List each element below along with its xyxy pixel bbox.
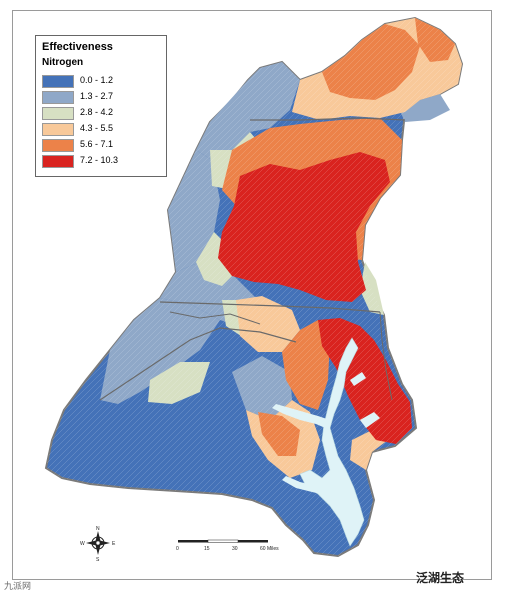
- scale-tick-0: 0: [176, 546, 179, 552]
- potomac-river: [272, 404, 330, 430]
- legend-swatch: [42, 139, 74, 152]
- legend-label: 0.0 - 1.2: [80, 75, 114, 85]
- james-river: [282, 476, 346, 500]
- state-boundary-wv-va: [99, 327, 297, 401]
- compass-e: E: [112, 541, 116, 547]
- legend-swatch: [42, 91, 74, 104]
- legend-swatch: [42, 75, 74, 88]
- state-boundary-wv-md: [169, 311, 261, 325]
- legend-swatch: [42, 107, 74, 120]
- legend-label: 4.3 - 5.5: [80, 123, 114, 133]
- scale-tick-15: 15: [204, 546, 210, 552]
- legend-title: Effectiveness: [42, 41, 113, 53]
- bay-inlets: [350, 372, 380, 428]
- compass-w: W: [80, 541, 85, 547]
- watermark-left: 九派网: [4, 581, 32, 591]
- state-boundary-pa-md: [159, 301, 381, 313]
- watermark-right: 泛湖生态: [416, 571, 465, 585]
- scale-tick-60: 60 Miles: [260, 546, 279, 552]
- legend-label: 2.8 - 4.2: [80, 107, 114, 117]
- scale-tick-30: 30: [232, 546, 238, 552]
- map-legend: Effectiveness Nitrogen 0.0 - 1.2 1.3 - 2…: [35, 35, 167, 177]
- legend-label: 1.3 - 2.7: [80, 91, 114, 101]
- state-boundary-delmarva: [379, 311, 393, 401]
- legend-swatch: [42, 155, 74, 168]
- legend-swatch: [42, 123, 74, 136]
- compass-n: N: [96, 526, 100, 532]
- legend-label: 7.2 - 10.3: [80, 155, 119, 165]
- compass-s: S: [96, 557, 100, 563]
- north-arrow: N S E W: [80, 526, 116, 563]
- legend-label: 5.6 - 7.1: [80, 139, 114, 149]
- state-boundary-ny-pa: [250, 117, 406, 121]
- chesapeake-bay: [299, 337, 365, 547]
- legend-subtitle: Nitrogen: [42, 57, 84, 68]
- scale-bar: 0 15 30 60 Miles: [176, 539, 279, 552]
